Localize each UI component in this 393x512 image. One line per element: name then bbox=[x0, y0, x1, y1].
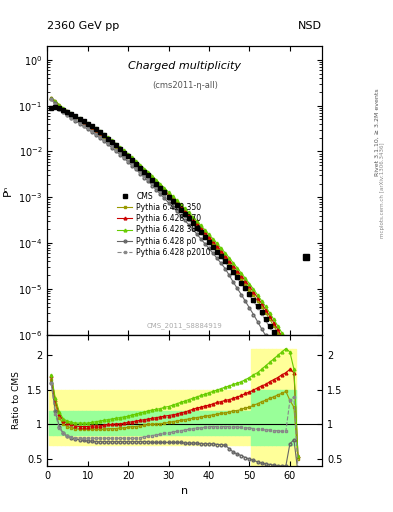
Pythia 6.428 p0 bbox=[49, 96, 53, 102]
Pythia 6.428 370 bbox=[97, 130, 102, 136]
Pythia 6.428 p0 bbox=[296, 401, 300, 408]
CMS bbox=[178, 206, 183, 212]
Pythia 6.428 p2010 bbox=[263, 317, 268, 324]
CMS bbox=[215, 248, 219, 254]
Y-axis label: Pⁿ: Pⁿ bbox=[2, 185, 13, 196]
Pythia 6.428 380 bbox=[97, 128, 102, 134]
Pythia 6.428 350 bbox=[296, 391, 300, 397]
Pythia 6.428 370 bbox=[292, 357, 296, 363]
Line: Pythia 6.428 p0: Pythia 6.428 p0 bbox=[50, 98, 299, 406]
CMS bbox=[53, 104, 58, 110]
Text: (cms2011-η-all): (cms2011-η-all) bbox=[152, 81, 218, 90]
Pythia 6.428 370 bbox=[49, 95, 53, 101]
CMS bbox=[49, 105, 53, 112]
Pythia 6.428 350 bbox=[292, 364, 296, 370]
Pythia 6.428 p2010 bbox=[69, 115, 74, 121]
Pythia 6.428 p0 bbox=[292, 373, 296, 379]
Text: Rivet 3.1.10, ≥ 3.2M events: Rivet 3.1.10, ≥ 3.2M events bbox=[375, 89, 380, 177]
Pythia 6.428 370 bbox=[69, 111, 74, 117]
Pythia 6.428 380 bbox=[49, 95, 53, 101]
CMS bbox=[85, 121, 90, 127]
CMS bbox=[300, 386, 305, 392]
Pythia 6.428 p2010 bbox=[292, 361, 296, 368]
Line: Pythia 6.428 350: Pythia 6.428 350 bbox=[50, 97, 299, 396]
Pythia 6.428 380 bbox=[263, 304, 268, 310]
Line: CMS: CMS bbox=[49, 105, 308, 391]
CMS bbox=[304, 254, 309, 260]
Pythia 6.428 p2010 bbox=[114, 147, 118, 153]
Line: Pythia 6.428 370: Pythia 6.428 370 bbox=[50, 96, 299, 394]
Text: Charged multiplicity: Charged multiplicity bbox=[128, 60, 241, 71]
Pythia 6.428 370 bbox=[114, 142, 118, 148]
Pythia 6.428 370 bbox=[198, 225, 203, 231]
Pythia 6.428 350 bbox=[198, 227, 203, 233]
Line: Pythia 6.428 p2010: Pythia 6.428 p2010 bbox=[50, 98, 299, 403]
Line: Pythia 6.428 380: Pythia 6.428 380 bbox=[50, 96, 299, 394]
X-axis label: n: n bbox=[181, 486, 188, 496]
Pythia 6.428 p2010 bbox=[49, 96, 53, 102]
Pythia 6.428 380 bbox=[296, 389, 300, 395]
Pythia 6.428 380 bbox=[69, 110, 74, 116]
Pythia 6.428 350 bbox=[114, 143, 118, 150]
Pythia 6.428 370 bbox=[263, 307, 268, 313]
Pythia 6.428 350 bbox=[263, 310, 268, 316]
Pythia 6.428 350 bbox=[97, 131, 102, 137]
Pythia 6.428 p0 bbox=[114, 148, 118, 154]
Pythia 6.428 p2010 bbox=[97, 134, 102, 140]
Y-axis label: Ratio to CMS: Ratio to CMS bbox=[12, 371, 21, 429]
Pythia 6.428 p2010 bbox=[296, 398, 300, 404]
Pythia 6.428 380 bbox=[198, 222, 203, 228]
Legend: CMS, Pythia 6.428 350, Pythia 6.428 370, Pythia 6.428 380, Pythia 6.428 p0, Pyth: CMS, Pythia 6.428 350, Pythia 6.428 370,… bbox=[114, 188, 214, 260]
Pythia 6.428 380 bbox=[292, 356, 296, 362]
Pythia 6.428 p0 bbox=[198, 236, 203, 242]
Pythia 6.428 370 bbox=[296, 389, 300, 395]
Pythia 6.428 p0 bbox=[263, 332, 268, 338]
Pythia 6.428 350 bbox=[69, 112, 74, 118]
Pythia 6.428 p0 bbox=[97, 135, 102, 141]
Text: CMS_2011_S8884919: CMS_2011_S8884919 bbox=[147, 322, 222, 329]
Text: mcplots.cern.ch [arXiv:1306.3436]: mcplots.cern.ch [arXiv:1306.3436] bbox=[380, 142, 385, 238]
Text: NSD: NSD bbox=[298, 20, 322, 31]
Pythia 6.428 p0 bbox=[69, 115, 74, 121]
CMS bbox=[195, 225, 199, 231]
Pythia 6.428 p2010 bbox=[198, 230, 203, 237]
Pythia 6.428 350 bbox=[49, 95, 53, 101]
Pythia 6.428 380 bbox=[114, 141, 118, 147]
Text: 2360 GeV pp: 2360 GeV pp bbox=[47, 20, 119, 31]
CMS bbox=[219, 253, 224, 260]
CMS bbox=[158, 185, 163, 191]
